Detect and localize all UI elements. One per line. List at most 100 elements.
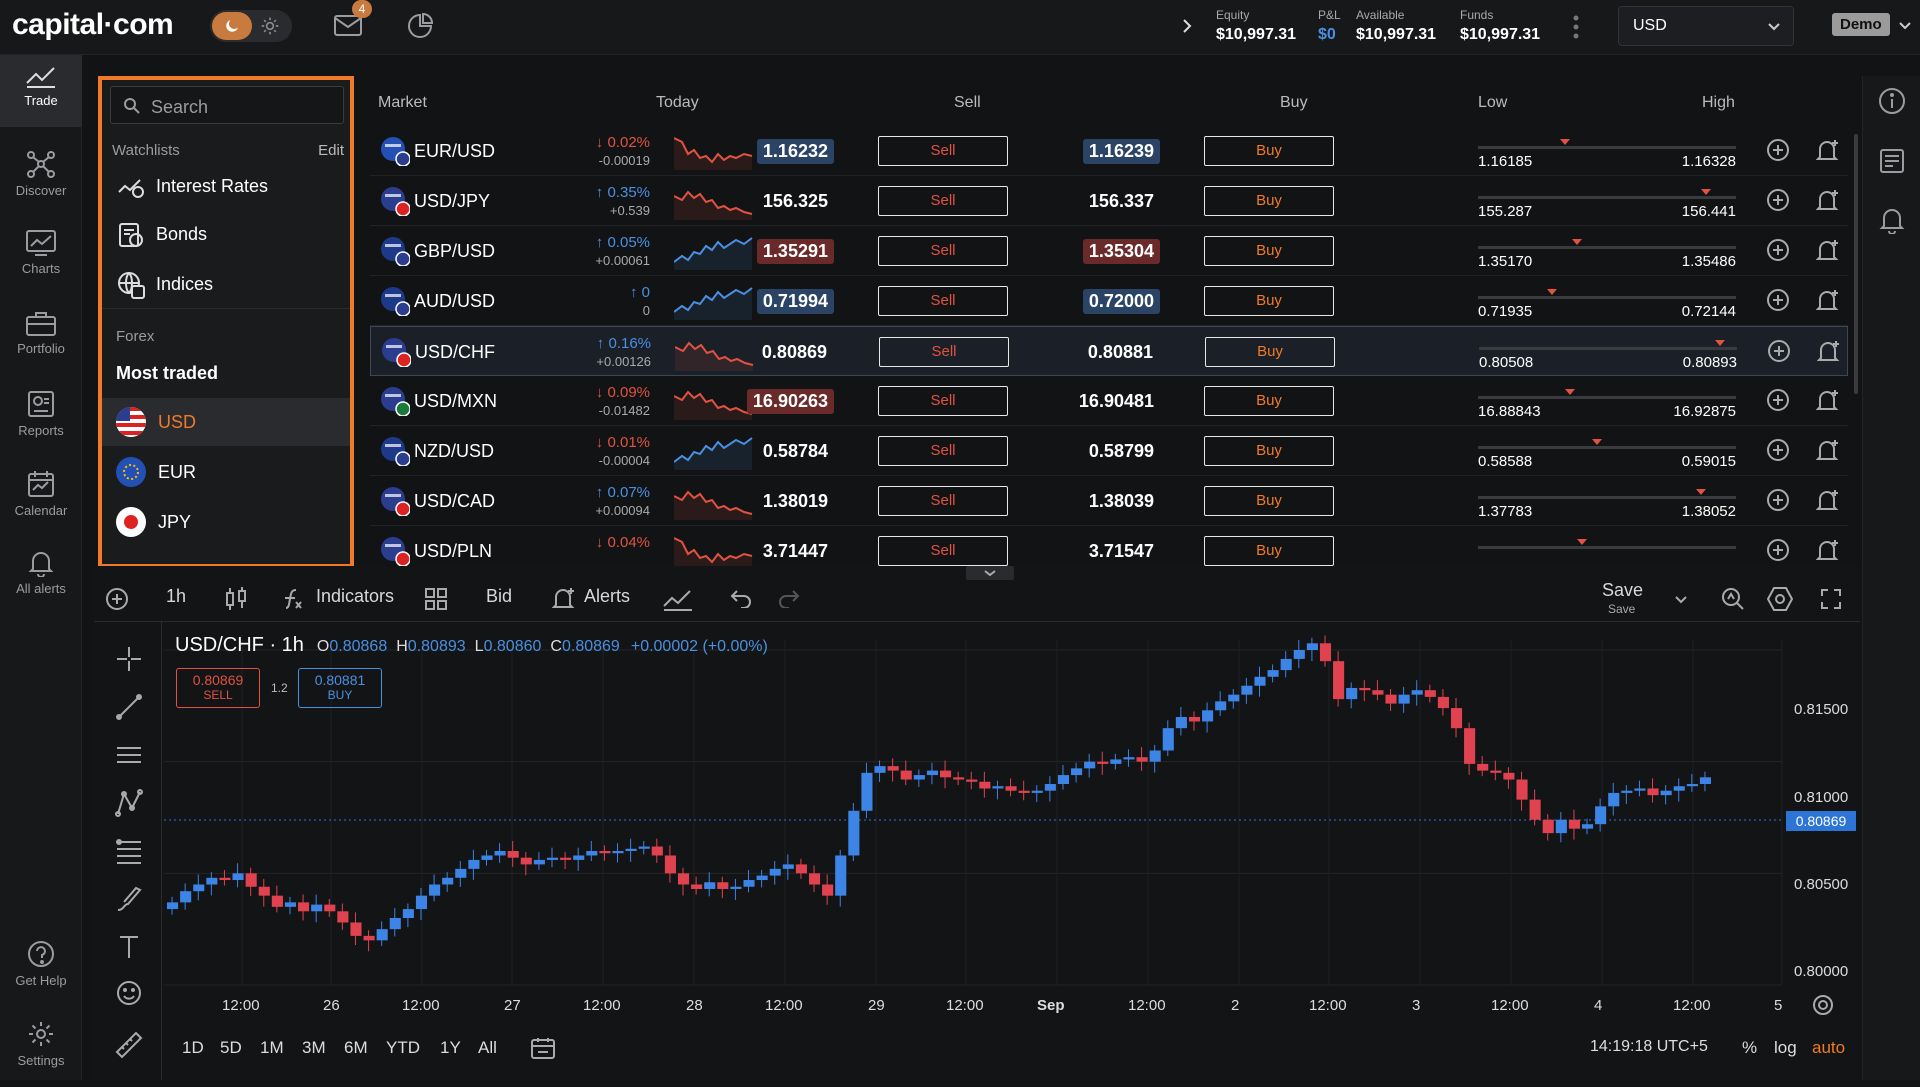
edit-watchlists-link[interactable]: Edit: [318, 142, 344, 159]
add-alert-icon[interactable]: [1817, 339, 1841, 365]
add-to-watchlist-icon[interactable]: [1767, 339, 1791, 363]
currency-item-eur[interactable]: EUR: [102, 448, 350, 496]
add-alert-icon[interactable]: [1816, 188, 1840, 214]
price-type-button[interactable]: Bid: [486, 586, 513, 606]
add-to-watchlist-icon[interactable]: [1766, 488, 1790, 512]
market-row-usd-cad[interactable]: USD/CAD ↑ 0.07% +0.00094 1.38019 Sell 1.38039…: [370, 476, 1848, 526]
buy-button[interactable]: Buy: [1205, 337, 1335, 367]
trend-line-icon[interactable]: [114, 692, 144, 722]
sell-button[interactable]: Sell: [878, 536, 1008, 566]
nav-reports[interactable]: Reports: [0, 381, 82, 457]
crosshair-icon[interactable]: [114, 644, 144, 674]
horizontal-lines-icon[interactable]: [114, 740, 144, 770]
sell-button[interactable]: Sell: [879, 337, 1009, 367]
chevron-down-icon[interactable]: [1898, 18, 1912, 32]
mail-icon[interactable]: [333, 12, 363, 38]
header-today[interactable]: Today: [656, 94, 699, 111]
buy-button[interactable]: Buy: [1204, 386, 1334, 416]
add-alert-icon[interactable]: [1816, 288, 1840, 314]
market-row-usd-pln[interactable]: USD/PLN ↓ 0.04% 3.71447 Sell 3.71547 Buy: [370, 526, 1848, 566]
redo-icon[interactable]: [778, 588, 800, 608]
pie-chart-icon[interactable]: [406, 12, 434, 40]
add-alert-icon[interactable]: [1816, 488, 1840, 514]
sell-button[interactable]: Sell: [878, 186, 1008, 216]
more-vertical-icon[interactable]: [1572, 14, 1580, 40]
currency-item-jpy[interactable]: JPY: [102, 498, 350, 546]
nav-charts[interactable]: Charts: [0, 221, 82, 297]
sell-button[interactable]: Sell: [878, 436, 1008, 466]
pair-name[interactable]: USD/CAD: [414, 491, 496, 511]
pattern-icon[interactable]: [114, 788, 144, 818]
pair-name[interactable]: EUR/USD: [414, 141, 496, 161]
axis-settings-icon[interactable]: [1812, 994, 1834, 1016]
add-to-watchlist-icon[interactable]: [1766, 288, 1790, 312]
add-symbol-icon[interactable]: [104, 586, 130, 612]
pair-name[interactable]: USD/JPY: [414, 191, 491, 211]
chart-buy-button[interactable]: 0.80881 BUY: [298, 668, 382, 708]
sell-button[interactable]: Sell: [878, 386, 1008, 416]
text-tool-icon[interactable]: [114, 932, 144, 962]
add-alert-icon[interactable]: [1816, 388, 1840, 414]
nav-settings[interactable]: Settings: [0, 1011, 82, 1087]
range-button-1y[interactable]: 1Y: [440, 1038, 461, 1057]
range-button-1d[interactable]: 1D: [182, 1038, 204, 1057]
alerts-button[interactable]: Alerts: [584, 586, 631, 606]
buy-button[interactable]: Buy: [1204, 486, 1334, 516]
market-row-gbp-usd[interactable]: GBP/USD ↑ 0.05% +0.00061 1.35291 Sell 1.35304…: [370, 226, 1848, 276]
add-to-watchlist-icon[interactable]: [1766, 388, 1790, 412]
chevron-right-icon[interactable]: [1180, 16, 1194, 36]
buy-button[interactable]: Buy: [1204, 436, 1334, 466]
range-button-ytd[interactable]: YTD: [386, 1038, 420, 1057]
demo-badge[interactable]: Demo: [1832, 13, 1890, 36]
pair-name[interactable]: GBP/USD: [414, 241, 496, 261]
settings-hex-icon[interactable]: [1766, 586, 1794, 612]
quick-search-icon[interactable]: [1720, 586, 1746, 612]
sell-button[interactable]: Sell: [878, 286, 1008, 316]
nav-calendar[interactable]: Calendar: [0, 461, 82, 537]
range-button-5d[interactable]: 5D: [220, 1038, 242, 1057]
pair-name[interactable]: USD/PLN: [414, 541, 493, 561]
pair-name[interactable]: NZD/USD: [414, 441, 494, 461]
auto-scale-toggle[interactable]: auto: [1812, 1038, 1846, 1057]
buy-button[interactable]: Buy: [1204, 286, 1334, 316]
pair-name[interactable]: USD/MXN: [414, 391, 498, 411]
add-to-watchlist-icon[interactable]: [1766, 438, 1790, 462]
currency-item-usd[interactable]: USD: [102, 398, 350, 446]
info-icon[interactable]: [1877, 86, 1907, 116]
sell-button[interactable]: Sell: [878, 486, 1008, 516]
nav-trade[interactable]: Trade: [0, 55, 82, 127]
range-button-all[interactable]: All: [478, 1038, 497, 1057]
fib-icon[interactable]: [114, 836, 144, 866]
search-input[interactable]: Search: [110, 86, 344, 124]
watchlist-item-bonds[interactable]: Bonds: [102, 210, 350, 258]
collapse-handle[interactable]: [966, 566, 1014, 580]
watchlist-item-indices[interactable]: Indices: [102, 260, 350, 308]
compare-icon[interactable]: [662, 586, 694, 612]
interval-button[interactable]: 1h: [166, 586, 187, 606]
market-row-usd-jpy[interactable]: USD/JPY ↑ 0.35% +0.539 156.325 Sell 156.337 Bu…: [370, 176, 1848, 226]
add-to-watchlist-icon[interactable]: [1766, 188, 1790, 212]
ruler-icon[interactable]: [114, 1030, 144, 1060]
buy-button[interactable]: Buy: [1204, 136, 1334, 166]
fullscreen-icon[interactable]: [1820, 588, 1842, 610]
chart-sell-button[interactable]: 0.80869 SELL: [176, 668, 260, 708]
add-to-watchlist-icon[interactable]: [1766, 238, 1790, 262]
brush-icon[interactable]: [114, 884, 144, 914]
pair-name[interactable]: AUD/USD: [414, 291, 496, 311]
sell-button[interactable]: Sell: [878, 136, 1008, 166]
buy-button[interactable]: Buy: [1204, 536, 1334, 566]
currency-select[interactable]: USD: [1618, 6, 1794, 46]
add-alert-icon[interactable]: [1816, 238, 1840, 264]
market-row-usd-mxn[interactable]: USD/MXN ↓ 0.09% -0.01482 16.90263 Sell 16.904…: [370, 376, 1848, 426]
save-button[interactable]: Save: [1602, 580, 1644, 600]
range-button-3m[interactable]: 3M: [302, 1038, 326, 1057]
add-alert-icon[interactable]: [1816, 438, 1840, 464]
theme-toggle[interactable]: [210, 10, 292, 42]
chevron-down-icon[interactable]: [1674, 592, 1688, 606]
market-row-usd-chf[interactable]: USD/CHF ↑ 0.16% +0.00126 0.80869 Sell 0.80881…: [370, 326, 1848, 376]
add-to-watchlist-icon[interactable]: [1766, 538, 1790, 562]
news-icon[interactable]: [1877, 146, 1907, 176]
market-row-nzd-usd[interactable]: NZD/USD ↓ 0.01% -0.00004 0.58784 Sell 0.58799…: [370, 426, 1848, 476]
layout-grid-icon[interactable]: [424, 587, 448, 611]
